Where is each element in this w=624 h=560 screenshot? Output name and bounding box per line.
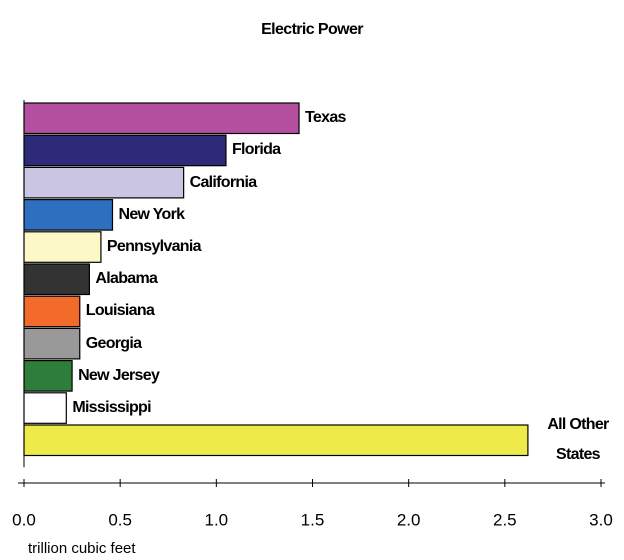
bar: [23, 166, 185, 199]
x-tick-label: 0.5: [108, 510, 132, 529]
category-label-box: Mississippi: [72, 378, 622, 438]
category-label-box: New Jersey: [78, 346, 622, 406]
category-label-box: Alabama: [95, 249, 622, 309]
bar: [23, 424, 529, 457]
category-label-box: Texas: [305, 88, 622, 148]
bar: [23, 360, 73, 392]
x-tick-label: 1.5: [301, 510, 325, 529]
category-label-box: Pennsylvania: [107, 217, 622, 277]
category-label-box: New York: [118, 185, 622, 245]
category-label-wrap: Florida: [232, 120, 622, 180]
chart-title: Electric Power: [261, 21, 363, 38]
bar: [23, 263, 90, 296]
bar: [23, 231, 102, 263]
x-tick-label: 2.0: [397, 510, 421, 529]
bar: [23, 327, 81, 360]
category-label-box: Louisiana: [86, 281, 622, 341]
bar: [23, 392, 67, 424]
category-label-wrap: All Other States: [534, 410, 622, 470]
category-label-wrap: Louisiana: [86, 281, 622, 341]
bar: [23, 199, 114, 231]
category-label: California: [189, 173, 257, 191]
x-tick-label: 2.5: [493, 510, 517, 529]
bar: [23, 134, 227, 167]
x-tick-label: 3.0: [589, 510, 613, 529]
category-label-wrap: New Jersey: [78, 346, 622, 406]
category-label: Texas: [305, 109, 346, 127]
category-label-box: Florida: [232, 120, 622, 180]
category-label: Alabama: [95, 270, 158, 288]
category-label-wrap: Texas: [305, 88, 622, 148]
category-label-wrap: Pennsylvania: [107, 217, 622, 277]
category-label: Florida: [231, 141, 281, 159]
category-label: New York: [118, 205, 185, 223]
bar: [23, 295, 81, 328]
category-label: Mississippi: [72, 399, 151, 417]
category-label: Pennsylvania: [106, 238, 202, 256]
category-label: Georgia: [85, 334, 142, 352]
category-label-box: California: [190, 153, 622, 213]
bar: [23, 102, 300, 135]
category-label: All Other States: [547, 416, 609, 464]
category-label-wrap: Georgia: [86, 314, 622, 374]
x-axis-label: trillion cubic feet: [28, 540, 136, 557]
category-label: New Jersey: [78, 366, 160, 384]
category-label-wrap: California: [190, 153, 622, 213]
category-label-wrap: New York: [118, 185, 622, 245]
x-tick-label: 0.0: [12, 510, 36, 529]
category-label-wrap: Mississippi: [72, 378, 622, 438]
x-tick-label: 1.0: [205, 510, 229, 529]
category-label-wrap: Alabama: [95, 249, 622, 309]
category-label-box: All Other States: [534, 410, 622, 470]
category-label-box: Georgia: [86, 314, 622, 374]
category-label: Louisiana: [85, 302, 155, 320]
